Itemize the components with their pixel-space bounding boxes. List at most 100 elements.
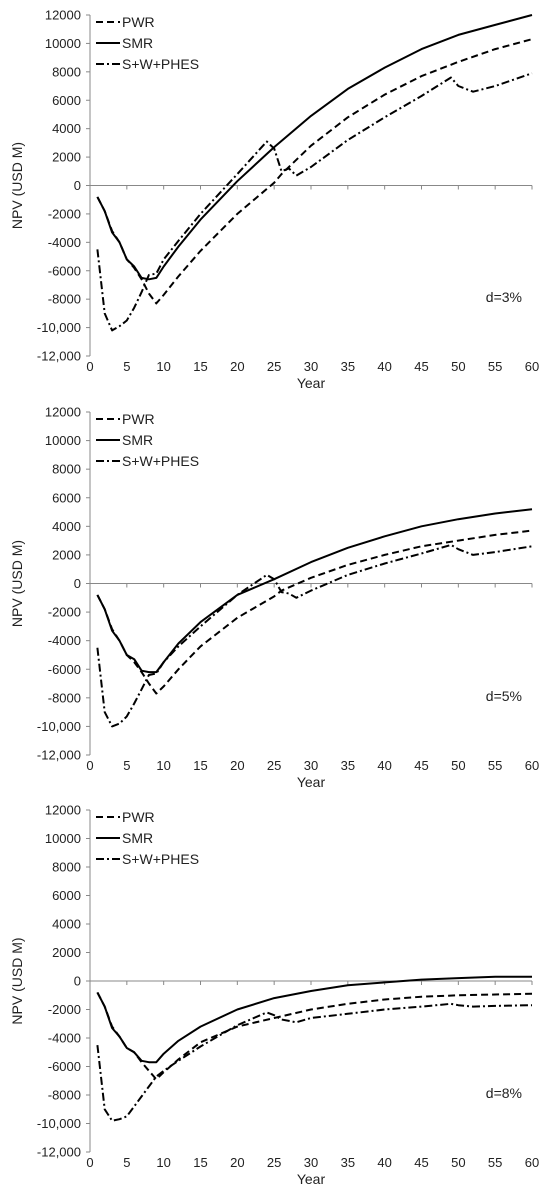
y-tick-label: 10000 (45, 36, 81, 51)
y-tick-label: -12,000 (37, 1145, 81, 1160)
y-tick-label: -12,000 (37, 349, 81, 364)
y-tick-label: 12000 (45, 8, 81, 23)
x-tick-label: 35 (341, 758, 355, 773)
x-tick-label: 45 (414, 758, 428, 773)
x-tick-label: 55 (488, 1155, 502, 1170)
chart-panel-2: -12,000 -10,000 -8000 -6000 -4000 -2000 0 2000 4… (9, 405, 539, 791)
y-tick-label: -6000 (48, 263, 81, 278)
y-tick-label: 12000 (45, 405, 81, 420)
x-tick-label: 0 (86, 758, 93, 773)
series-line-pwr (96, 38, 533, 305)
x-tick-label: 40 (377, 1155, 391, 1170)
x-tick-label: 0 (86, 359, 93, 374)
x-tick-label: 45 (414, 1155, 428, 1170)
x-tick-label: 20 (230, 1155, 244, 1170)
x-tick-label: 5 (123, 359, 130, 374)
y-tick-label: 0 (74, 178, 81, 193)
discount-rate-annotation: d=5% (486, 688, 522, 704)
x-tick-label: 40 (377, 758, 391, 773)
x-tick-label: 20 (230, 359, 244, 374)
y-tick-label: -4000 (48, 1031, 81, 1046)
x-tick-label: 25 (267, 1155, 281, 1170)
y-tick-label: -4000 (48, 235, 81, 250)
y-tick-label: -8000 (48, 690, 81, 705)
y-tick-label: 0 (74, 576, 81, 591)
y-axis-title: NPV (USD M) (9, 540, 25, 627)
legend-label: S+W+PHES (122, 56, 199, 72)
series-line-pwr (96, 529, 533, 695)
legend-label: PWR (122, 411, 155, 427)
y-tick-label: 0 (74, 974, 81, 989)
y-tick-label: -2000 (48, 605, 81, 620)
x-tick-label: 25 (267, 758, 281, 773)
legend-label: SMR (122, 432, 153, 448)
x-tick-label: 10 (156, 758, 170, 773)
x-tick-label: 55 (488, 359, 502, 374)
x-tick-label: 45 (414, 359, 428, 374)
y-tick-label: -8000 (48, 1088, 81, 1103)
x-tick-label: 50 (451, 1155, 465, 1170)
y-tick-label: 2000 (52, 547, 81, 562)
y-tick-label: 8000 (52, 860, 81, 875)
x-tick-label: 60 (525, 1155, 539, 1170)
x-tick-label: 10 (156, 1155, 170, 1170)
y-tick-label: 2000 (52, 150, 81, 165)
x-tick-label: 20 (230, 758, 244, 773)
y-tick-label: 12000 (45, 803, 81, 818)
x-tick-label: 35 (341, 1155, 355, 1170)
x-tick-label: 10 (156, 359, 170, 374)
x-tick-label: 40 (377, 359, 391, 374)
x-tick-label: 25 (267, 359, 281, 374)
x-tick-label: 50 (451, 758, 465, 773)
x-axis-title: Year (297, 774, 326, 790)
y-tick-label: -10,000 (37, 719, 81, 734)
y-tick-label: 4000 (52, 121, 81, 136)
y-tick-label: -8000 (48, 292, 81, 307)
y-tick-label: 10000 (45, 831, 81, 846)
y-tick-label: -12,000 (37, 748, 81, 763)
x-tick-label: 15 (193, 1155, 207, 1170)
series-line-pwr (96, 991, 533, 1081)
series-line-s-w-phes (96, 1002, 533, 1122)
x-tick-label: 50 (451, 359, 465, 374)
y-tick-label: 8000 (52, 64, 81, 79)
x-tick-label: 5 (123, 1155, 130, 1170)
legend-label: SMR (122, 35, 153, 51)
x-tick-label: 35 (341, 359, 355, 374)
series-line-smr (96, 975, 532, 1064)
x-tick-label: 30 (304, 359, 318, 374)
y-tick-label: -2000 (48, 206, 81, 221)
x-tick-label: 55 (488, 758, 502, 773)
y-tick-label: 4000 (52, 519, 81, 534)
series-line-s-w-phes (96, 72, 533, 332)
y-tick-label: -10,000 (37, 320, 81, 335)
x-tick-label: 60 (525, 758, 539, 773)
y-tick-label: 6000 (52, 888, 81, 903)
x-tick-label: 5 (123, 758, 130, 773)
x-axis-title: Year (297, 375, 326, 391)
y-tick-label: -4000 (48, 633, 81, 648)
y-tick-label: 8000 (52, 462, 81, 477)
y-tick-label: -6000 (48, 662, 81, 677)
y-tick-label: -10,000 (37, 1116, 81, 1131)
legend-label: SMR (122, 830, 153, 846)
series-line-s-w-phes (96, 543, 533, 728)
x-tick-label: 60 (525, 359, 539, 374)
y-tick-label: -2000 (48, 1002, 81, 1017)
chart-panel-3: -12,000 -10,000 -8000 -6000 -4000 -2000 0 2000 4… (9, 803, 539, 1188)
y-tick-label: 10000 (45, 433, 81, 448)
series-line-smr (96, 14, 533, 281)
x-tick-label: 15 (193, 758, 207, 773)
x-tick-label: 0 (86, 1155, 93, 1170)
chart-panel-1: -12,000 -10,000 -8000 -6000 -4000 -2000 0 2000 4… (9, 8, 539, 392)
legend-label: S+W+PHES (122, 851, 199, 867)
y-axis-title: NPV (USD M) (9, 937, 25, 1024)
y-tick-label: 4000 (52, 917, 81, 932)
series-line-smr (96, 508, 533, 674)
legend-label: PWR (122, 809, 155, 825)
y-tick-label: 2000 (52, 945, 81, 960)
x-tick-label: 30 (304, 1155, 318, 1170)
legend-label: S+W+PHES (122, 453, 199, 469)
y-tick-label: -6000 (48, 1059, 81, 1074)
